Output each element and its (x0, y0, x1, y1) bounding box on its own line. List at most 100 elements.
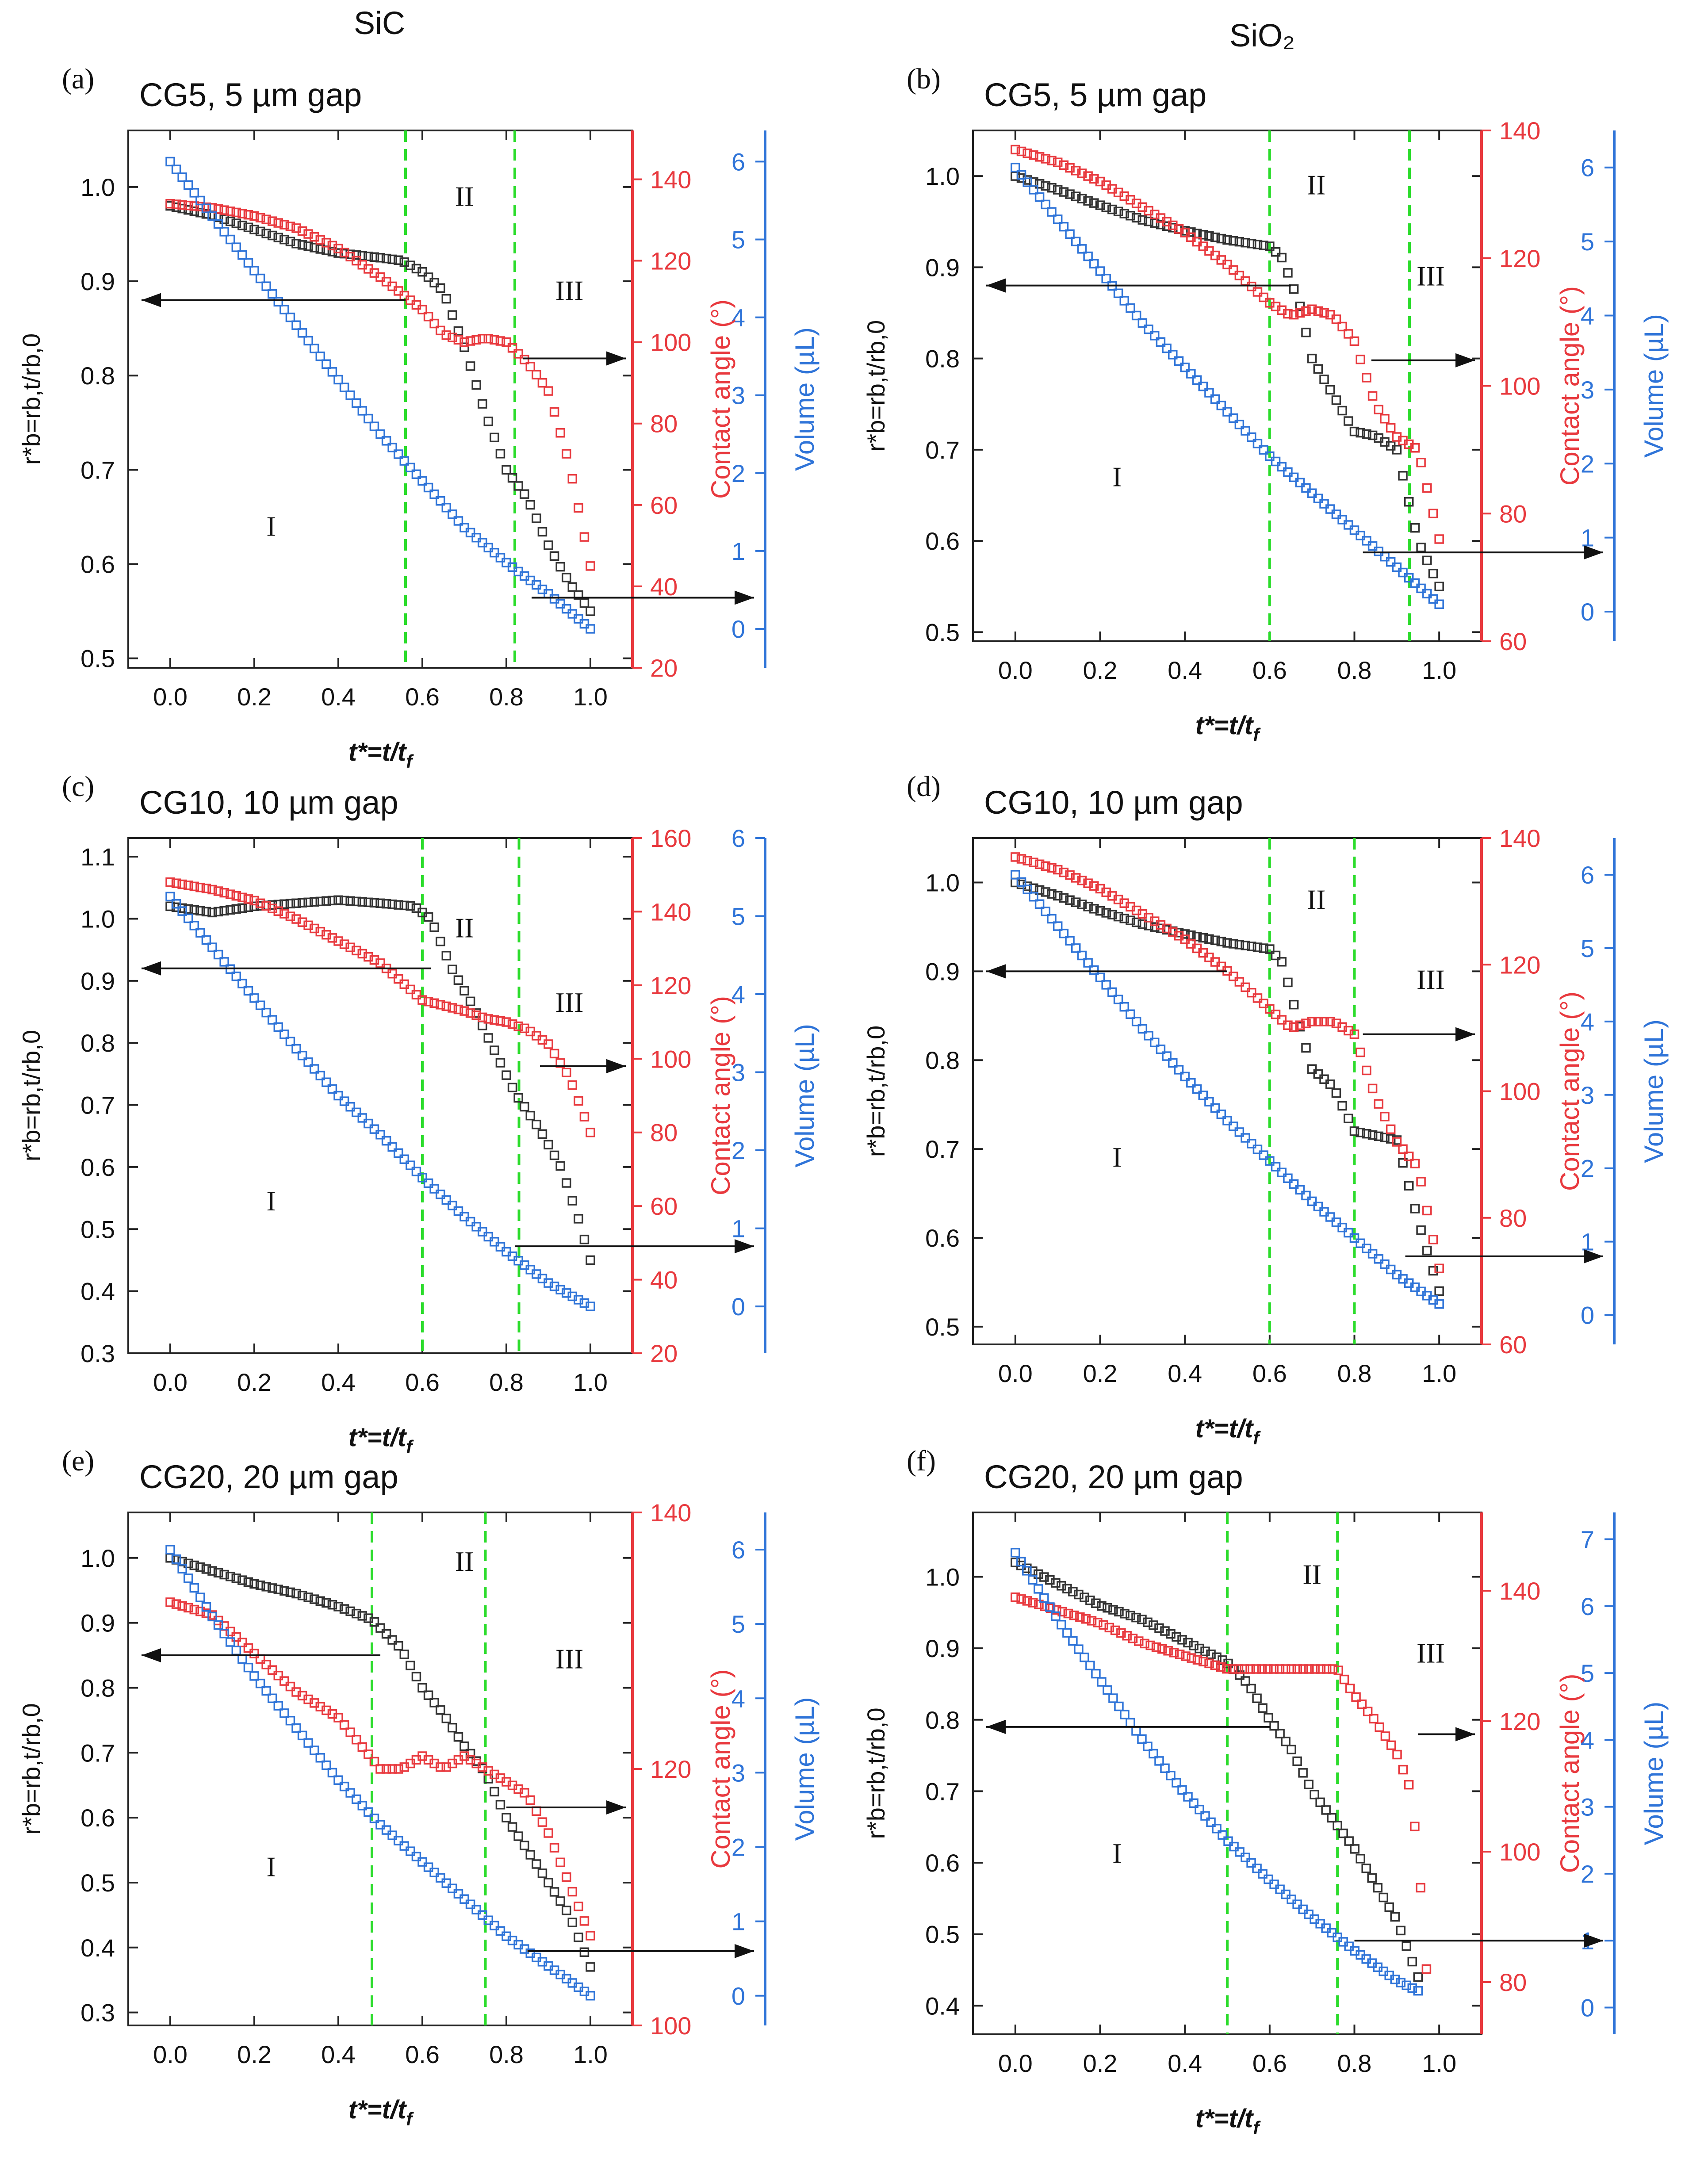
data-point-contact-angle (544, 1039, 553, 1049)
data-point-contact-angle (537, 378, 548, 388)
data-point-volume (267, 1693, 277, 1703)
data-point-r-b (1204, 231, 1214, 241)
data-point-contact-angle (1367, 1083, 1378, 1094)
data-point-r-b (448, 965, 457, 974)
data-point-contact-angle (243, 1643, 253, 1653)
data-point-r-b (243, 222, 253, 232)
data-point-volume (327, 367, 337, 377)
data-point-volume (1065, 936, 1075, 946)
x-tick-label: 0.8 (489, 683, 524, 711)
data-point-r-b (1222, 938, 1232, 948)
data-point-volume (1095, 266, 1105, 276)
data-point-volume (213, 949, 223, 960)
y-tick-label: 0.4 (80, 1278, 115, 1305)
data-point-volume (237, 1654, 247, 1664)
y-tick-label: 0.6 (925, 1224, 960, 1252)
data-point-r-b (1241, 237, 1250, 248)
data-point-volume (171, 1554, 181, 1564)
data-point-volume (1259, 445, 1268, 455)
data-point-r-b (1228, 939, 1238, 949)
data-point-contact-angle (1263, 1664, 1273, 1674)
data-point-r-b (1089, 904, 1099, 914)
y2-tick-label: 120 (1499, 951, 1540, 979)
chart-panel-e: 0.3 0.4 0.5 0.6 0.7 0.8 0.9 1.0 0.0 0.2 0.4 0.6 0.8 1… (17, 1445, 820, 2129)
data-point-contact-angle (177, 879, 187, 889)
data-point-r-b (280, 899, 289, 909)
data-point-r-b (261, 229, 271, 238)
data-point-r-b (561, 1906, 571, 1915)
data-point-volume (1023, 884, 1032, 894)
data-point-r-b (502, 465, 511, 475)
data-point-contact-angle (1247, 281, 1256, 291)
data-point-volume (369, 1813, 379, 1823)
data-point-contact-angle (1175, 1650, 1185, 1659)
data-point-r-b (249, 1579, 259, 1589)
data-point-volume (1186, 1078, 1196, 1088)
arrow-head-icon (1455, 1027, 1475, 1041)
data-point-r-b (369, 252, 379, 262)
data-point-volume (1212, 1824, 1222, 1834)
data-point-r-b (237, 903, 247, 913)
data-point-r-b (448, 310, 457, 320)
data-point-volume (291, 1723, 301, 1733)
data-point-volume (297, 1050, 307, 1060)
data-point-r-b (297, 1590, 307, 1600)
data-point-r-b (1083, 902, 1093, 911)
data-point-volume (1277, 462, 1287, 472)
data-point-r-b (513, 1093, 523, 1103)
data-point-contact-angle (387, 1764, 397, 1774)
data-point-volume (1144, 1031, 1153, 1041)
data-point-contact-angle (291, 223, 301, 233)
data-point-contact-angle (213, 886, 223, 896)
data-point-r-b (465, 1749, 475, 1759)
data-point-r-b (1362, 429, 1371, 439)
data-point-volume (1367, 1249, 1378, 1259)
y-axis-label: r*b=rb,t/rb,0 (862, 320, 890, 452)
data-point-volume (495, 1926, 506, 1936)
col-title-sic: SiC (354, 6, 406, 41)
arrow-head-icon (1584, 1249, 1603, 1263)
data-point-contact-angle (1351, 1692, 1361, 1702)
data-point-contact-angle (471, 335, 481, 345)
data-point-volume (273, 1701, 283, 1711)
x-tick-label: 0.4 (321, 2040, 356, 2068)
data-point-contact-angle (267, 216, 277, 226)
panel-label: (d) (907, 770, 941, 803)
data-point-volume (357, 1113, 368, 1123)
data-point-r-b (1120, 1609, 1130, 1619)
data-point-volume (280, 1030, 289, 1039)
data-point-contact-angle (1011, 145, 1020, 155)
data-point-r-b (1131, 917, 1141, 927)
data-point-volume (1204, 388, 1214, 398)
data-point-volume (1160, 1763, 1170, 1773)
data-point-r-b (375, 898, 385, 908)
data-point-contact-angle (165, 199, 175, 209)
arrow-head-icon (606, 1800, 626, 1814)
data-point-r-b (1149, 922, 1160, 932)
data-point-volume (1083, 958, 1093, 968)
data-point-volume (1053, 214, 1063, 224)
region-label: I (1112, 1837, 1122, 1869)
data-point-volume (1198, 381, 1208, 391)
data-point-volume (333, 1775, 343, 1785)
data-point-volume (165, 1545, 175, 1554)
y-tick-label: 0.7 (925, 1777, 960, 1805)
x-tick-label: 0.2 (237, 1368, 272, 1396)
data-point-contact-angle (495, 336, 506, 346)
data-point-volume (345, 1788, 355, 1798)
data-point-volume (1047, 914, 1057, 924)
data-point-volume (183, 913, 193, 923)
data-point-contact-angle (1169, 1648, 1179, 1658)
data-point-contact-angle (1016, 854, 1026, 864)
data-point-volume (1028, 1575, 1038, 1585)
data-point-r-b (357, 1611, 368, 1621)
volume-axis-label: Volume (µL) (1639, 1702, 1669, 1845)
data-point-volume (1331, 1217, 1341, 1227)
data-point-r-b (460, 1741, 469, 1751)
data-point-contact-angle (1367, 391, 1378, 401)
data-point-volume (1410, 578, 1420, 588)
data-point-r-b (1126, 1611, 1135, 1620)
y-tick-label: 0.6 (925, 527, 960, 555)
data-point-volume (243, 1662, 253, 1673)
data-point-r-b (1252, 1693, 1262, 1703)
